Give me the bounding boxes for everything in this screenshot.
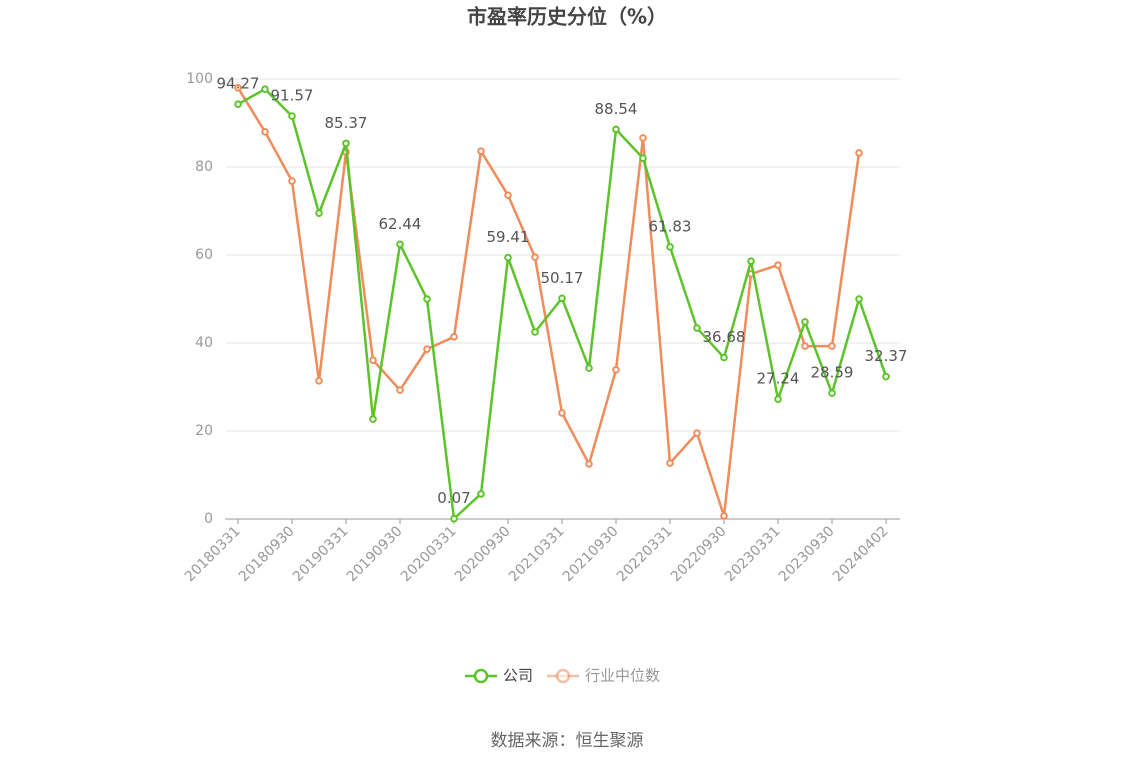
data-point xyxy=(720,353,728,362)
data-point xyxy=(801,318,809,326)
data-label: 62.44 xyxy=(379,215,422,233)
data-label: 27.24 xyxy=(757,370,800,388)
data-point xyxy=(612,366,620,374)
y-tick-label: 0 xyxy=(204,511,213,527)
data-point xyxy=(261,85,269,93)
data-label: 0.07 xyxy=(437,489,470,507)
series-line xyxy=(236,87,861,517)
data-label: 28.59 xyxy=(811,364,854,382)
data-point xyxy=(882,372,890,381)
data-point xyxy=(585,364,593,372)
data-point xyxy=(828,389,836,398)
data-point xyxy=(423,345,431,353)
data-point xyxy=(477,147,485,155)
data-point xyxy=(612,125,620,134)
data-point xyxy=(450,333,458,341)
data-point xyxy=(531,253,539,262)
source-note: 数据来源：恒生聚源 xyxy=(491,731,644,751)
data-point xyxy=(774,261,782,269)
data-point xyxy=(477,490,485,498)
data-label: 32.37 xyxy=(865,347,908,365)
data-point xyxy=(261,128,269,136)
x-tick-label: 20210930 xyxy=(560,523,622,585)
data-point xyxy=(666,243,674,251)
legend-label: 公司 xyxy=(503,667,533,685)
series-line xyxy=(237,87,888,522)
data-label: 85.37 xyxy=(325,114,368,132)
x-tick-label: 20230331 xyxy=(722,523,784,585)
data-label: 61.83 xyxy=(649,217,692,235)
data-point xyxy=(639,154,647,162)
data-point xyxy=(639,134,647,142)
legend-marker xyxy=(473,668,489,684)
data-point xyxy=(396,240,404,249)
data-point xyxy=(369,415,377,423)
data-label: 36.68 xyxy=(703,328,746,346)
data-label: 94.27 xyxy=(217,75,260,93)
data-point xyxy=(315,377,323,385)
data-point xyxy=(288,112,296,120)
data-label: 59.41 xyxy=(487,228,530,246)
data-point xyxy=(504,253,512,262)
x-tick-label: 20190930 xyxy=(344,523,406,585)
x-tick-label: 20200331 xyxy=(398,523,460,585)
data-point xyxy=(342,139,350,148)
data-point xyxy=(315,209,323,217)
data-label: 50.17 xyxy=(541,269,584,287)
data-point xyxy=(855,149,863,157)
chart-title: 市盈率历史分位（%） xyxy=(467,5,667,29)
data-point xyxy=(504,191,512,199)
y-tick-label: 20 xyxy=(195,423,213,439)
data-label: 91.57 xyxy=(271,87,314,105)
data-point xyxy=(234,100,242,109)
data-point xyxy=(558,409,566,417)
y-tick-label: 100 xyxy=(186,71,213,87)
data-point xyxy=(693,324,701,332)
y-tick-label: 60 xyxy=(195,247,213,263)
y-tick-label: 40 xyxy=(195,335,213,351)
data-point xyxy=(450,514,458,523)
x-tick-label: 20190331 xyxy=(290,523,352,585)
data-point xyxy=(666,459,674,467)
y-tick-label: 80 xyxy=(195,159,213,175)
data-point xyxy=(774,395,782,403)
x-tick-label: 20230930 xyxy=(776,523,838,585)
data-point xyxy=(396,386,404,394)
data-point xyxy=(855,295,863,303)
data-point xyxy=(720,512,728,520)
data-point xyxy=(423,295,431,303)
x-tick-label: 20180331 xyxy=(182,523,244,585)
x-tick-label: 20210331 xyxy=(506,523,568,585)
x-tick-label: 20200930 xyxy=(452,523,514,585)
data-point xyxy=(369,356,377,364)
data-label: 88.54 xyxy=(595,100,638,118)
data-point xyxy=(288,177,296,185)
data-point xyxy=(585,460,593,468)
data-point xyxy=(693,429,701,438)
data-point xyxy=(828,342,836,350)
x-tick-label: 20180930 xyxy=(236,523,298,585)
data-point xyxy=(531,328,539,336)
data-point xyxy=(558,294,566,303)
data-point xyxy=(747,257,755,265)
x-tick-label: 20240402 xyxy=(830,523,892,585)
legend-marker xyxy=(555,668,571,684)
data-point xyxy=(801,342,809,350)
data-point xyxy=(234,84,242,92)
legend-label: 行业中位数 xyxy=(585,667,660,685)
x-tick-label: 20220930 xyxy=(668,523,730,585)
x-tick-label: 20220331 xyxy=(614,523,676,585)
